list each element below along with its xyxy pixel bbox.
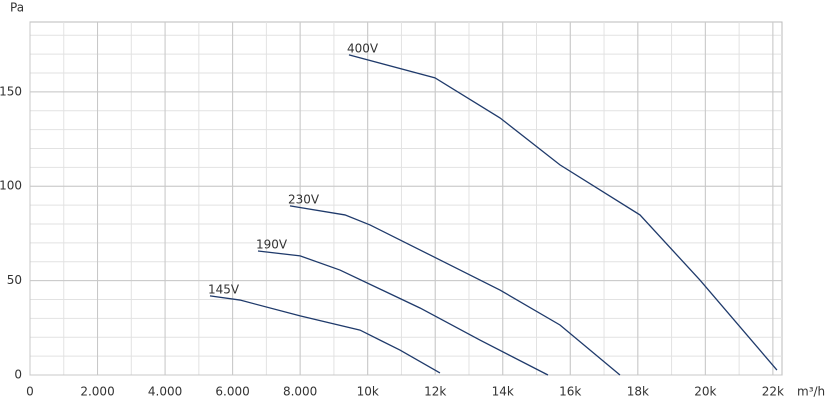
x-tick-label: 6.000 xyxy=(215,385,249,399)
x-tick-label: 18k xyxy=(627,385,649,399)
curve-label: 190V xyxy=(256,237,288,251)
x-tick-label: 16k xyxy=(559,385,581,399)
y-tick-label: 0 xyxy=(14,368,22,382)
x-tick-label: 0 xyxy=(26,385,34,399)
x-tick-label: 4.000 xyxy=(148,385,182,399)
y-tick-label: 100 xyxy=(0,179,22,193)
curve xyxy=(348,54,778,371)
curve-label: 400V xyxy=(347,41,379,55)
x-tick-label: 12k xyxy=(424,385,446,399)
x-tick-label: 8.000 xyxy=(283,385,317,399)
curve xyxy=(289,205,621,376)
plot-area xyxy=(29,21,783,376)
x-tick-label: 2.000 xyxy=(80,385,114,399)
curve xyxy=(209,295,441,374)
curve-label: 145V xyxy=(208,282,240,296)
x-tick-label: 10k xyxy=(357,385,379,399)
curve-label: 230V xyxy=(288,192,320,206)
x-tick-label: 20k xyxy=(694,385,716,399)
x-tick-label: 22k xyxy=(762,385,784,399)
y-axis-label: Pa xyxy=(10,1,24,15)
y-tick-label: 50 xyxy=(7,273,22,287)
curve xyxy=(257,250,549,376)
x-axis-label: m³/h xyxy=(797,385,825,399)
x-tick-label: 14k xyxy=(492,385,514,399)
y-tick-label: 150 xyxy=(0,84,22,98)
